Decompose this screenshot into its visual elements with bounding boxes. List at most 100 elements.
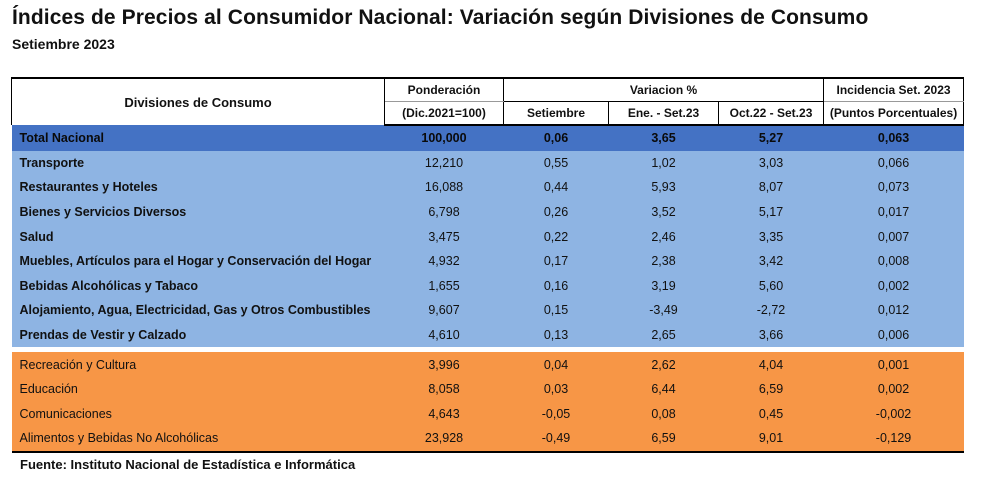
row-september: 0,44 xyxy=(503,175,609,200)
table-row: Recreación y Cultura 3,996 0,04 2,62 4,0… xyxy=(11,352,964,377)
source-note: Fuente: Instituto Nacional de Estadístic… xyxy=(20,457,356,472)
row-september: 0,55 xyxy=(503,150,609,176)
row-oct-sep: 3,66 xyxy=(718,322,824,348)
row-oct-sep: -2,72 xyxy=(718,298,824,323)
row-jan-sep: 3,65 xyxy=(608,125,719,151)
row-incidence: 0,066 xyxy=(823,150,964,176)
header-jan-sep: Ene. - Set.23 xyxy=(608,101,719,126)
row-name: Alojamiento, Agua, Electricidad, Gas y O… xyxy=(11,298,385,323)
row-name: Bebidas Alcohólicas y Tabaco xyxy=(11,273,385,299)
row-name: Bienes y Servicios Diversos xyxy=(11,199,385,225)
row-jan-sep: 6,59 xyxy=(608,426,719,453)
row-september: 0,13 xyxy=(503,322,609,348)
header-incidence-top: Incidencia Set. 2023 xyxy=(823,77,965,102)
table-row-total: Total Nacional 100,000 0,06 3,65 5,27 0,… xyxy=(11,125,964,151)
row-name: Alimentos y Bebidas No Alcohólicas xyxy=(11,426,385,453)
row-weight: 4,643 xyxy=(384,401,504,427)
cpi-table: Divisiones de Consumo Ponderación Variac… xyxy=(11,77,965,453)
row-oct-sep: 5,60 xyxy=(718,273,824,299)
table-row: Bebidas Alcohólicas y Tabaco 1,655 0,16 … xyxy=(11,273,964,299)
row-september: 0,03 xyxy=(503,376,609,402)
row-oct-sep: 4,04 xyxy=(718,352,824,377)
row-weight: 9,607 xyxy=(384,298,504,323)
row-incidence: 0,008 xyxy=(823,248,964,274)
row-oct-sep: 3,03 xyxy=(718,150,824,176)
row-name: Total Nacional xyxy=(11,125,385,151)
row-september: -0,49 xyxy=(503,426,609,453)
row-weight: 4,610 xyxy=(384,322,504,348)
row-jan-sep: 2,65 xyxy=(608,322,719,348)
row-jan-sep: 5,93 xyxy=(608,175,719,200)
row-incidence: 0,012 xyxy=(823,298,964,323)
row-jan-sep: 1,02 xyxy=(608,150,719,176)
table-header: Divisiones de Consumo Ponderación Variac… xyxy=(11,77,965,126)
row-incidence: 0,001 xyxy=(823,352,964,377)
row-weight: 6,798 xyxy=(384,199,504,225)
row-oct-sep: 8,07 xyxy=(718,175,824,200)
group-separator xyxy=(11,347,964,353)
row-name: Salud xyxy=(11,224,385,249)
table-row: Restaurantes y Hoteles 16,088 0,44 5,93 … xyxy=(11,175,964,200)
row-jan-sep: 3,52 xyxy=(608,199,719,225)
table-row: Educación 8,058 0,03 6,44 6,59 0,002 xyxy=(11,376,964,402)
row-oct-sep: 0,45 xyxy=(718,401,824,427)
row-jan-sep: 0,08 xyxy=(608,401,719,427)
table-row: Salud 3,475 0,22 2,46 3,35 0,007 xyxy=(11,224,964,249)
header-weight-bottom: (Dic.2021=100) xyxy=(384,101,504,126)
table-row: Muebles, Artículos para el Hogar y Conse… xyxy=(11,248,964,274)
row-weight: 1,655 xyxy=(384,273,504,299)
row-september: 0,15 xyxy=(503,298,609,323)
row-september: 0,26 xyxy=(503,199,609,225)
header-weight-top: Ponderación xyxy=(384,77,504,102)
table-row: Comunicaciones 4,643 -0,05 0,08 0,45 -0,… xyxy=(11,401,964,427)
table-body: Total Nacional 100,000 0,06 3,65 5,27 0,… xyxy=(11,125,964,453)
table-row: Alimentos y Bebidas No Alcohólicas 23,92… xyxy=(11,426,964,453)
header-incidence-bottom: (Puntos Porcentuales) xyxy=(823,101,965,126)
table-row: Alojamiento, Agua, Electricidad, Gas y O… xyxy=(11,298,964,323)
row-oct-sep: 5,17 xyxy=(718,199,824,225)
row-name: Restaurantes y Hoteles xyxy=(11,175,385,200)
row-weight: 8,058 xyxy=(384,376,504,402)
row-jan-sep: 2,62 xyxy=(608,352,719,377)
row-jan-sep: -3,49 xyxy=(608,298,719,323)
row-jan-sep: 3,19 xyxy=(608,273,719,299)
row-weight: 16,088 xyxy=(384,175,504,200)
row-jan-sep: 6,44 xyxy=(608,376,719,402)
row-oct-sep: 3,35 xyxy=(718,224,824,249)
table-row: Prendas de Vestir y Calzado 4,610 0,13 2… xyxy=(11,322,964,348)
row-weight: 12,210 xyxy=(384,150,504,176)
row-incidence: -0,002 xyxy=(823,401,964,427)
row-incidence: 0,063 xyxy=(823,125,964,151)
row-name: Educación xyxy=(11,376,385,402)
row-name: Muebles, Artículos para el Hogar y Conse… xyxy=(11,248,385,274)
row-incidence: 0,002 xyxy=(823,273,964,299)
row-september: 0,17 xyxy=(503,248,609,274)
row-weight: 3,475 xyxy=(384,224,504,249)
row-incidence: 0,007 xyxy=(823,224,964,249)
row-oct-sep: 5,27 xyxy=(718,125,824,151)
row-weight: 23,928 xyxy=(384,426,504,453)
table-row: Bienes y Servicios Diversos 6,798 0,26 3… xyxy=(11,199,964,225)
row-september: 0,06 xyxy=(503,125,609,151)
table-row: Transporte 12,210 0,55 1,02 3,03 0,066 xyxy=(11,150,964,176)
row-name: Transporte xyxy=(11,150,385,176)
row-incidence: -0,129 xyxy=(823,426,964,453)
row-oct-sep: 3,42 xyxy=(718,248,824,274)
row-name: Recreación y Cultura xyxy=(11,352,385,377)
row-incidence: 0,006 xyxy=(823,322,964,348)
header-september: Setiembre xyxy=(503,101,609,126)
row-incidence: 0,002 xyxy=(823,376,964,402)
row-weight: 3,996 xyxy=(384,352,504,377)
header-oct-sep: Oct.22 - Set.23 xyxy=(717,101,825,126)
row-jan-sep: 2,38 xyxy=(608,248,719,274)
row-september: -0,05 xyxy=(503,401,609,427)
row-oct-sep: 9,01 xyxy=(718,426,824,453)
row-incidence: 0,073 xyxy=(823,175,964,200)
row-oct-sep: 6,59 xyxy=(718,376,824,402)
row-name: Comunicaciones xyxy=(11,401,385,427)
row-jan-sep: 2,46 xyxy=(608,224,719,249)
page-subtitle: Setiembre 2023 xyxy=(12,36,115,52)
header-variation: Variacion % xyxy=(502,77,825,102)
row-september: 0,22 xyxy=(503,224,609,249)
header-divisions: Divisiones de Consumo xyxy=(11,77,385,125)
